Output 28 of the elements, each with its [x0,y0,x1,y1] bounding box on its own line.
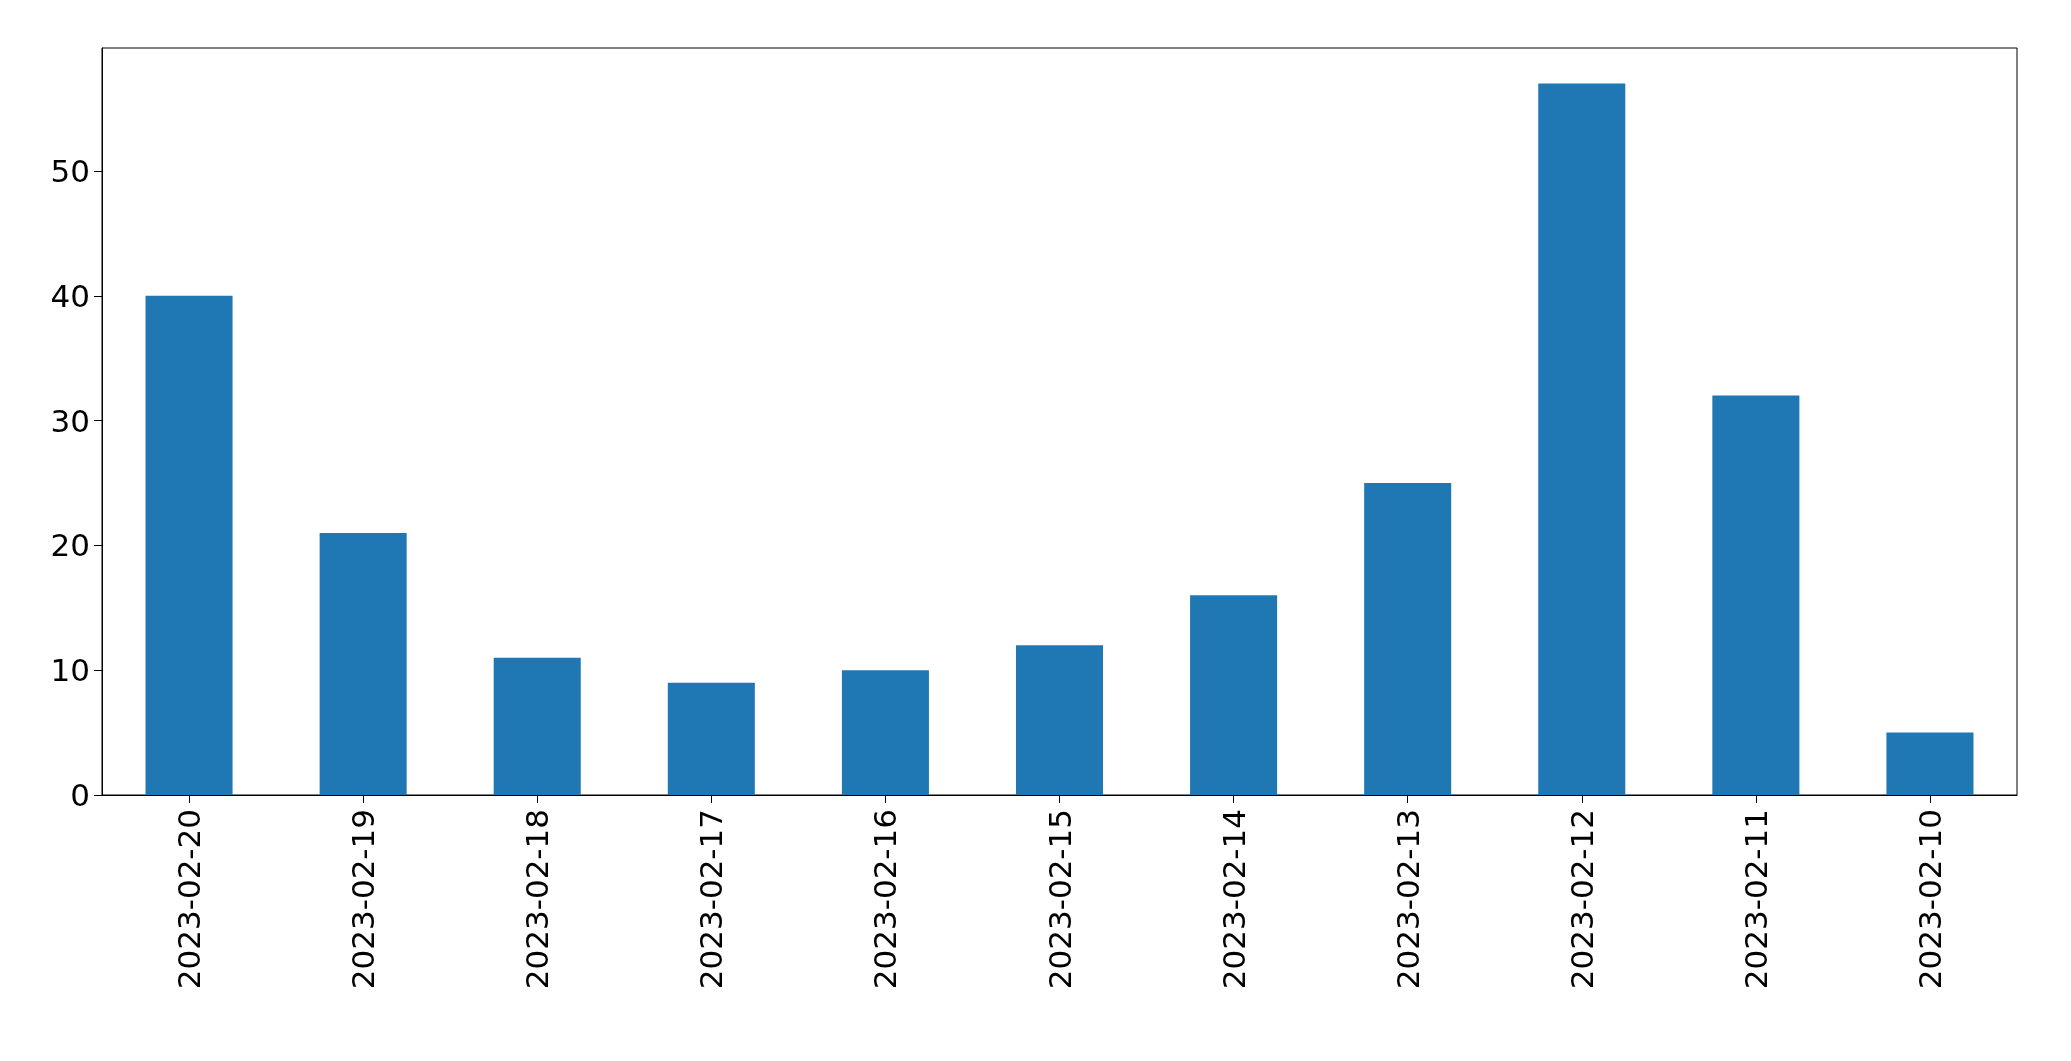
bar [1712,395,1800,795]
bar [493,657,581,795]
bar [1190,595,1278,795]
y-tick-label: 0 [70,777,90,813]
y-tick-label: 10 [50,652,90,689]
bar [1015,645,1104,795]
y-tick-label: 50 [50,152,90,189]
x-tick-label: 2023-02-19 [345,809,382,990]
x-tick-label: 2023-02-11 [1737,809,1774,990]
bar [1364,482,1452,795]
x-tick-label: 2023-02-12 [1563,809,1600,990]
bar [145,295,233,795]
y-tick-label: 20 [50,527,90,564]
bar [841,670,929,795]
x-tick-label: 2023-02-13 [1389,809,1426,990]
bar [1538,83,1626,795]
bar [319,532,407,795]
x-tick-label: 2023-02-17 [693,809,730,990]
x-tick-label: 2023-02-20 [171,809,208,990]
bar [1886,732,1974,795]
x-tick-label: 2023-02-10 [1911,809,1948,990]
x-tick-label: 2023-02-14 [1215,809,1252,990]
y-tick-label: 30 [50,402,90,439]
y-tick-label: 40 [50,277,90,314]
x-tick-label: 2023-02-18 [519,809,556,990]
x-tick-label: 2023-02-16 [867,809,904,990]
bar [667,682,755,795]
x-tick-label: 2023-02-15 [1041,809,1078,990]
